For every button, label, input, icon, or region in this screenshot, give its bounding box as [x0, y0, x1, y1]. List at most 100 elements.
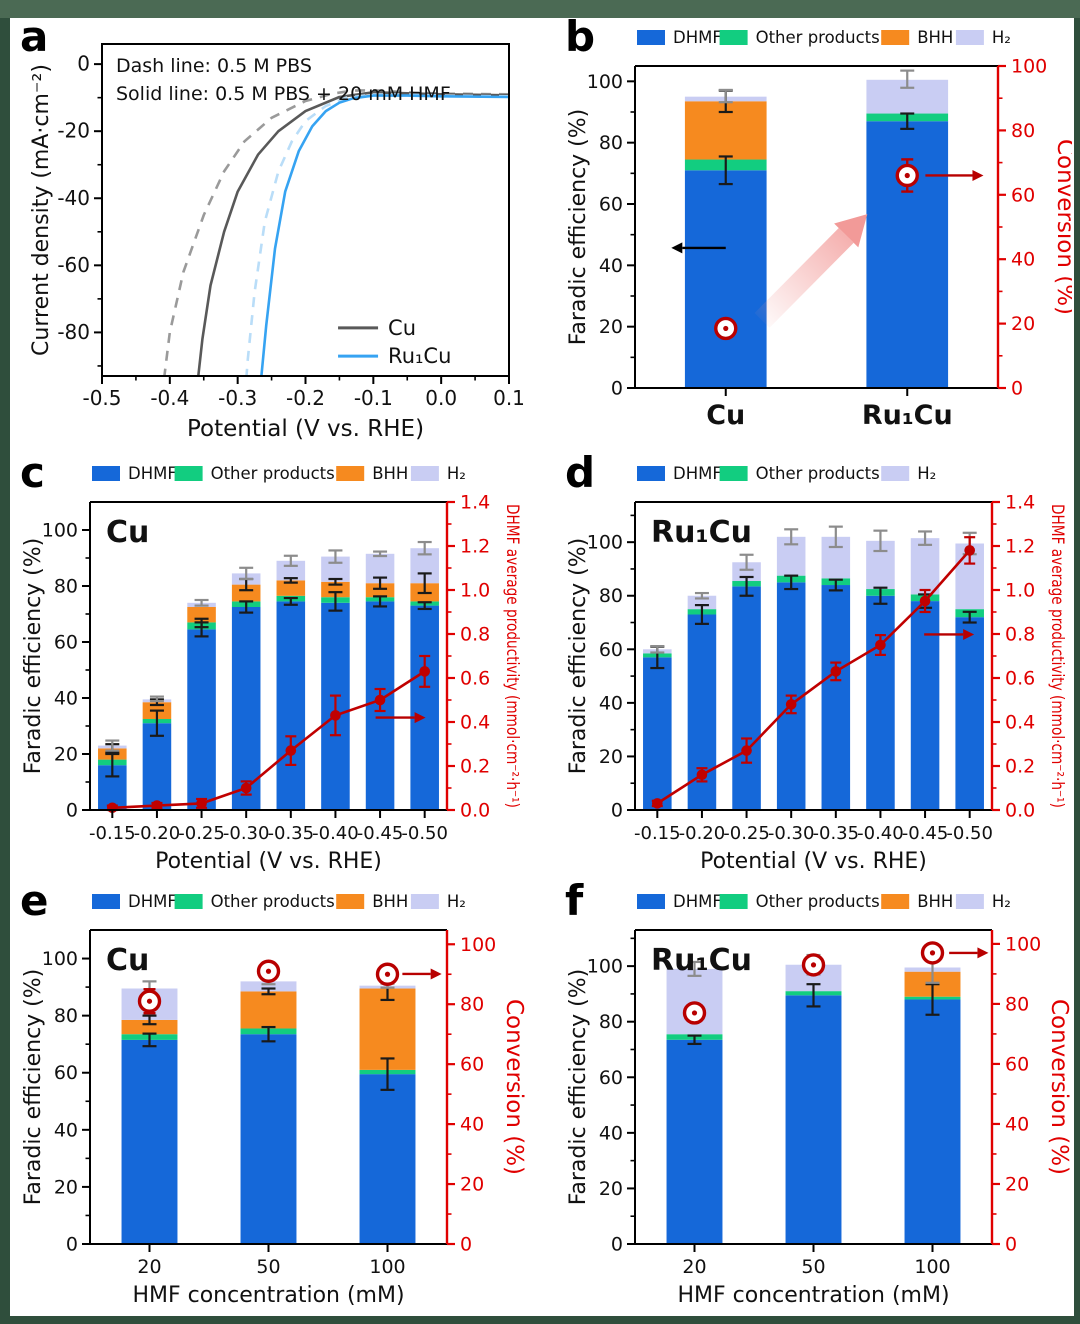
svg-text:1.0: 1.0 — [460, 580, 490, 602]
svg-text:0: 0 — [66, 800, 78, 822]
svg-text:20: 20 — [599, 1178, 623, 1200]
panel-a-lsv-curves: a Dash line: 0.5 M PBS Solid line: 0.5 M … — [12, 13, 527, 450]
panel-letter-f: f — [565, 876, 584, 925]
svg-text:50: 50 — [801, 1256, 825, 1278]
svg-text:40: 40 — [1011, 249, 1035, 271]
panel-b-faradaic-efficiency-comparison: b DHMF Other products BHH H₂ 0 20 40 60 80 100 0 20… — [557, 13, 1072, 450]
svg-text:-0.20: -0.20 — [134, 823, 181, 844]
svg-text:40: 40 — [599, 1122, 623, 1144]
svg-text:0: 0 — [77, 52, 90, 76]
svg-text:-0.25: -0.25 — [178, 823, 225, 844]
svg-text:BHH: BHH — [917, 892, 953, 911]
panel-letter-d: d — [565, 448, 596, 497]
panel-letter-e: e — [20, 876, 49, 925]
svg-text:20: 20 — [460, 1174, 484, 1196]
svg-text:0.1: 0.1 — [493, 386, 525, 410]
svg-text:50: 50 — [256, 1256, 280, 1278]
svg-text:80: 80 — [54, 1005, 78, 1027]
svg-text:-0.20: -0.20 — [679, 823, 726, 844]
chart-b-content: DHMF Other products BHH H₂ 0 20 40 60 80 100 0 20 40… — [566, 28, 1072, 431]
svg-text:DHMF: DHMF — [128, 892, 177, 911]
svg-text:-0.3: -0.3 — [218, 386, 257, 410]
svg-text:DHMF average productivity (mmo: DHMF average productivity (mmol·cm⁻²·h⁻¹… — [503, 504, 522, 808]
svg-text:0.4: 0.4 — [1005, 711, 1035, 733]
svg-text:20: 20 — [54, 1176, 78, 1198]
svg-text:-0.15: -0.15 — [634, 823, 681, 844]
svg-text:-0.1: -0.1 — [354, 386, 393, 410]
svg-text:40: 40 — [1005, 1113, 1029, 1135]
svg-text:0.0: 0.0 — [1005, 800, 1035, 822]
svg-text:-0.45: -0.45 — [902, 823, 949, 844]
svg-text:DHMF: DHMF — [673, 28, 722, 47]
svg-text:100: 100 — [587, 532, 623, 554]
svg-text:Dash line: 0.5 M PBS: Dash line: 0.5 M PBS — [116, 55, 312, 77]
svg-text:-0.30: -0.30 — [768, 823, 815, 844]
svg-text:40: 40 — [599, 692, 623, 714]
svg-text:Solid line: 0.5 M PBS + 20 mM: Solid line: 0.5 M PBS + 20 mM HMF — [116, 83, 451, 105]
svg-text:H₂: H₂ — [992, 892, 1011, 911]
chart-d-bar-svg: DHMF Other products H₂ Ru₁Cu 0 20 40 60 80 100 0.0… — [566, 464, 1067, 874]
svg-text:HMF concentration (mM): HMF concentration (mM) — [677, 1283, 949, 1308]
svg-text:60: 60 — [599, 639, 623, 661]
svg-text:1.2: 1.2 — [1005, 535, 1035, 557]
chart-c-bar-svg: DHMF Other products BHH H₂ Cu 0 20 40 60 80 100 0.0… — [21, 464, 522, 874]
svg-text:Cu: Cu — [106, 943, 149, 978]
svg-text:BHH: BHH — [372, 464, 408, 483]
svg-text:Other products: Other products — [756, 464, 880, 483]
svg-text:0.6: 0.6 — [460, 668, 490, 690]
svg-text:BHH: BHH — [372, 892, 408, 911]
chart-f-bar-svg: DHMF Other products BHH H₂ Ru₁Cu 0 20 40 60 80 100… — [566, 892, 1072, 1308]
panel-f-rucu-hmf-concentration: f DHMF Other products BHH H₂ Ru₁Cu 0 20 40 60 80 1… — [557, 877, 1072, 1314]
svg-text:H₂: H₂ — [447, 464, 466, 483]
svg-text:80: 80 — [599, 132, 623, 154]
chart-a-lsv-svg: Dash line: 0.5 M PBS Solid line: 0.5 M PB… — [29, 43, 525, 442]
svg-text:100: 100 — [460, 934, 496, 956]
svg-text:-0.2: -0.2 — [286, 386, 325, 410]
svg-text:H₂: H₂ — [917, 464, 936, 483]
svg-text:100: 100 — [587, 71, 623, 93]
svg-text:20: 20 — [599, 746, 623, 768]
svg-text:20: 20 — [137, 1256, 161, 1278]
svg-text:80: 80 — [1011, 120, 1035, 142]
svg-text:Ru₁Cu: Ru₁Cu — [651, 515, 752, 550]
svg-text:40: 40 — [54, 1119, 78, 1141]
svg-text:60: 60 — [460, 1054, 484, 1076]
svg-text:-0.25: -0.25 — [723, 823, 770, 844]
svg-text:Faradic efficiency (%): Faradic efficiency (%) — [566, 538, 591, 774]
svg-text:Cu: Cu — [106, 515, 149, 550]
svg-text:Faradic efficiency (%): Faradic efficiency (%) — [21, 969, 46, 1205]
svg-text:-0.35: -0.35 — [268, 823, 315, 844]
svg-text:-80: -80 — [57, 320, 90, 344]
chart-e-bar-svg: DHMF Other products BHH H₂ Cu 0 20 40 60 80 100 0 20… — [21, 892, 527, 1308]
svg-text:0.2: 0.2 — [1005, 755, 1035, 777]
svg-text:20: 20 — [599, 316, 623, 338]
svg-text:20: 20 — [682, 1256, 706, 1278]
svg-text:60: 60 — [599, 194, 623, 216]
panel-letter-a: a — [20, 12, 49, 61]
svg-text:Other products: Other products — [211, 464, 335, 483]
svg-text:-0.45: -0.45 — [357, 823, 404, 844]
svg-text:-60: -60 — [57, 253, 90, 277]
svg-text:-0.50: -0.50 — [401, 823, 448, 844]
svg-text:40: 40 — [599, 255, 623, 277]
svg-text:Faradic efficiency (%): Faradic efficiency (%) — [21, 538, 46, 774]
svg-text:0.8: 0.8 — [460, 624, 490, 646]
svg-text:1.4: 1.4 — [460, 492, 490, 514]
svg-text:DHMF: DHMF — [673, 464, 722, 483]
svg-text:60: 60 — [599, 1067, 623, 1089]
svg-text:Ru₁Cu: Ru₁Cu — [862, 400, 953, 431]
svg-text:0: 0 — [66, 1234, 78, 1256]
svg-text:100: 100 — [914, 1256, 950, 1278]
svg-text:-20: -20 — [57, 119, 90, 143]
svg-text:Potential (V vs. RHE): Potential (V vs. RHE) — [155, 849, 382, 874]
svg-text:60: 60 — [54, 632, 78, 654]
svg-text:20: 20 — [54, 744, 78, 766]
chart-b-bar-svg: DHMF Other products BHH H₂ 0 20 40 60 80 100 0 20 40… — [566, 28, 1072, 431]
svg-text:20: 20 — [1011, 313, 1035, 335]
svg-text:0.2: 0.2 — [460, 756, 490, 778]
svg-text:0: 0 — [1011, 378, 1023, 400]
chart-c-content: DHMF Other products BHH H₂ Cu 0 20 40 60 80 100 0.0… — [21, 464, 522, 874]
svg-text:Current density (mA·cm⁻²): Current density (mA·cm⁻²) — [29, 64, 54, 356]
svg-text:0: 0 — [1005, 1234, 1017, 1256]
